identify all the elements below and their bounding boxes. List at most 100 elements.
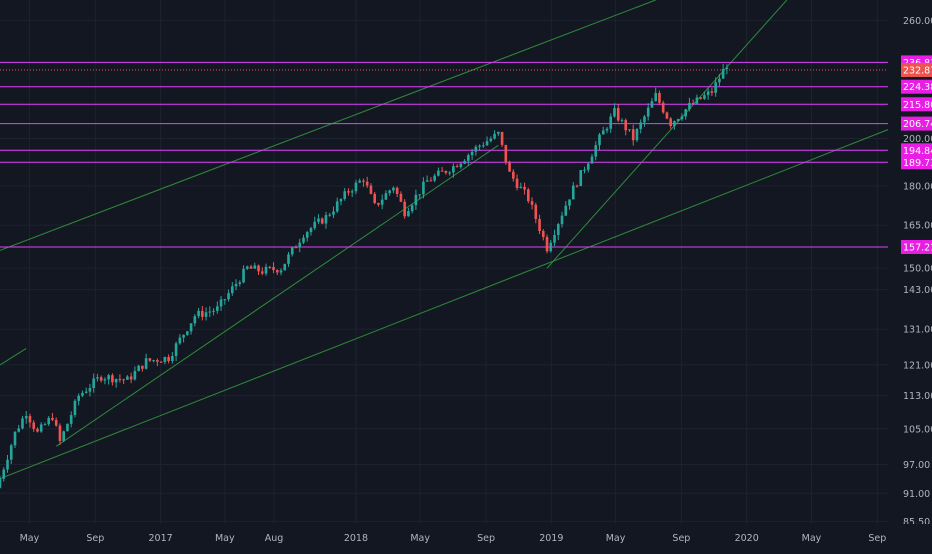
candle-down[interactable]	[362, 180, 365, 182]
candle-up[interactable]	[103, 379, 107, 381]
candle-up[interactable]	[628, 129, 631, 131]
candle-up[interactable]	[328, 214, 332, 216]
candle-up[interactable]	[144, 358, 148, 369]
candle-up[interactable]	[234, 283, 238, 287]
candle-up[interactable]	[309, 228, 313, 233]
candle-up[interactable]	[302, 237, 305, 243]
candle-up[interactable]	[613, 108, 616, 117]
candle-up[interactable]	[433, 175, 436, 181]
candle-up[interactable]	[2, 469, 6, 479]
candle-down[interactable]	[500, 131, 504, 145]
candle-down[interactable]	[275, 270, 279, 273]
candle-up[interactable]	[230, 286, 234, 294]
candle-up[interactable]	[69, 414, 73, 424]
candle-up[interactable]	[571, 185, 575, 200]
candle-up[interactable]	[287, 254, 290, 264]
candle-up[interactable]	[519, 186, 523, 189]
candle-down[interactable]	[369, 185, 373, 194]
candle-up[interactable]	[290, 247, 294, 255]
candle-down[interactable]	[395, 187, 399, 194]
candle-up[interactable]	[245, 266, 249, 269]
candle-up[interactable]	[463, 160, 466, 164]
candle-down[interactable]	[530, 201, 534, 205]
candle-down[interactable]	[156, 360, 159, 362]
candle-down[interactable]	[260, 271, 264, 274]
candle-down[interactable]	[257, 265, 260, 272]
candle-down[interactable]	[272, 266, 275, 271]
candle-up[interactable]	[283, 263, 287, 271]
candles[interactable]	[0, 63, 729, 489]
candle-up[interactable]	[77, 395, 80, 401]
candle-down[interactable]	[54, 419, 58, 426]
candle-down[interactable]	[141, 365, 144, 369]
candle-down[interactable]	[201, 310, 204, 317]
candle-down[interactable]	[58, 425, 62, 441]
candle-down[interactable]	[122, 379, 125, 381]
candle-down[interactable]	[129, 376, 133, 380]
candle-up[interactable]	[6, 459, 9, 470]
candle-down[interactable]	[631, 129, 635, 141]
candle-down[interactable]	[710, 91, 714, 93]
candle-down[interactable]	[665, 112, 669, 119]
candle-up[interactable]	[107, 375, 110, 380]
candle-up[interactable]	[223, 299, 227, 301]
candle-up[interactable]	[186, 331, 189, 335]
candle-down[interactable]	[28, 416, 32, 423]
candle-up[interactable]	[418, 194, 421, 196]
candle-up[interactable]	[564, 205, 568, 216]
candle-up[interactable]	[639, 122, 643, 130]
candle-down[interactable]	[32, 422, 36, 429]
candle-up[interactable]	[66, 423, 69, 432]
candle-up[interactable]	[21, 418, 24, 429]
candle-up[interactable]	[182, 334, 185, 338]
candle-down[interactable]	[167, 357, 170, 362]
candle-up[interactable]	[489, 138, 493, 142]
candle-up[interactable]	[605, 128, 609, 131]
candle-up[interactable]	[305, 232, 309, 238]
candle-up[interactable]	[350, 191, 354, 193]
candle-up[interactable]	[414, 194, 418, 206]
candle-up[interactable]	[343, 191, 347, 199]
candle-up[interactable]	[646, 107, 650, 117]
candle-up[interactable]	[725, 67, 729, 69]
candle-down[interactable]	[526, 189, 530, 202]
candle-up[interactable]	[470, 151, 474, 156]
candle-down[interactable]	[377, 202, 380, 205]
candle-up[interactable]	[126, 376, 129, 380]
candle-up[interactable]	[358, 180, 362, 183]
candle-up[interactable]	[601, 130, 605, 135]
candle-down[interactable]	[538, 219, 541, 231]
candle-up[interactable]	[437, 170, 440, 176]
candle-up[interactable]	[553, 234, 556, 243]
candle-down[interactable]	[575, 185, 579, 187]
candle-up[interactable]	[0, 478, 2, 488]
candle-up[interactable]	[467, 155, 470, 161]
candle-up[interactable]	[298, 242, 302, 248]
candle-up[interactable]	[452, 166, 455, 173]
candle-up[interactable]	[474, 146, 478, 152]
candle-down[interactable]	[320, 218, 324, 224]
candle-up[interactable]	[384, 193, 388, 200]
candle-up[interactable]	[654, 93, 658, 102]
candle-down[interactable]	[444, 171, 448, 173]
candle-up[interactable]	[609, 116, 613, 129]
candle-up[interactable]	[620, 120, 624, 122]
candle-up[interactable]	[586, 163, 590, 170]
candle-up[interactable]	[238, 282, 242, 284]
candle-up[interactable]	[594, 145, 598, 157]
candle-up[interactable]	[171, 355, 174, 362]
candle-up[interactable]	[219, 299, 223, 307]
candle-up[interactable]	[695, 97, 699, 104]
candle-up[interactable]	[688, 102, 691, 110]
candle-up[interactable]	[43, 424, 47, 426]
candle-down[interactable]	[365, 181, 369, 186]
candle-up[interactable]	[676, 119, 680, 122]
candle-up[interactable]	[714, 82, 717, 93]
candle-up[interactable]	[47, 417, 51, 425]
candle-up[interactable]	[73, 400, 77, 415]
candle-up[interactable]	[410, 205, 414, 212]
candle-down[interactable]	[669, 118, 672, 127]
candle-down[interactable]	[523, 186, 526, 190]
